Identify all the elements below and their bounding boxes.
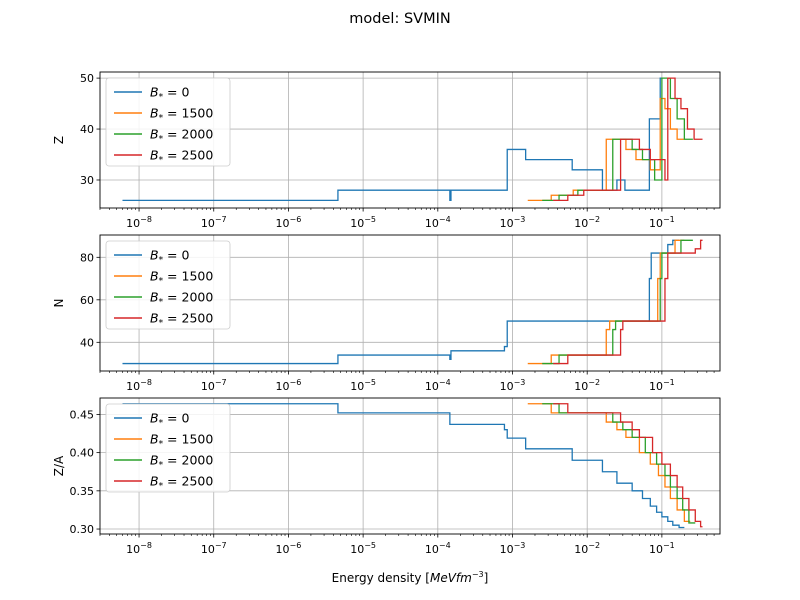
- x-tick-label: 10−5: [350, 378, 376, 393]
- x-tick-label: 10−8: [126, 378, 152, 393]
- x-tick-label: 10−3: [500, 541, 526, 556]
- x-axis-label-units: MeVfm: [430, 571, 472, 585]
- subplot-panels: 10−8 10−7 10−6 10−5 10−4 10−3 10−2 10−1 30 40 50 Z B…: [52, 71, 721, 556]
- series-line: [122, 77, 662, 202]
- legend-label: B* = 2000: [150, 127, 213, 145]
- x-tick-label: 10−1: [649, 378, 675, 393]
- x-tick-label: 10−2: [574, 541, 600, 556]
- x-tick-label: 10−6: [276, 378, 302, 393]
- y-tick-label: 0.35: [70, 485, 95, 498]
- series-line: [542, 403, 696, 524]
- series-line: [553, 403, 703, 528]
- series-line: [122, 239, 680, 365]
- subplot-n: 10−8 10−7 10−6 10−5 10−4 10−3 10−2 10−1 40 60 80 N B…: [52, 234, 721, 393]
- x-axis-label-exponent: −3: [472, 570, 484, 579]
- y-tick-label: 60: [80, 294, 94, 307]
- legend-label: B* = 0: [150, 85, 189, 103]
- y-tick-label: 80: [80, 251, 94, 264]
- x-tick-label: 10−6: [276, 541, 302, 556]
- x-tick-label: 10−4: [425, 378, 451, 393]
- x-tick-label: 10−1: [649, 215, 675, 230]
- legend-label: B* = 2500: [150, 148, 213, 166]
- legend-label: B* = 0: [150, 248, 189, 266]
- series-group: [122, 77, 703, 202]
- x-tick-label: 10−5: [350, 215, 376, 230]
- x-tick-label: 10−8: [126, 541, 152, 556]
- series-line: [553, 77, 703, 202]
- y-tick-label: 0.45: [70, 408, 95, 421]
- series-group: [122, 239, 703, 365]
- x-tick-label: 10−3: [500, 215, 526, 230]
- legend-label: B* = 1500: [150, 432, 213, 450]
- legend-label: B* = 2000: [150, 453, 213, 471]
- series-line: [122, 403, 685, 529]
- x-tick-label: 10−3: [500, 378, 526, 393]
- x-tick-label: 10−8: [126, 215, 152, 230]
- y-axis-label: Z: [52, 136, 66, 144]
- subplot-z-a: 10−8 10−7 10−6 10−5 10−4 10−3 10−2 10−1 0.30 0.35…: [52, 397, 721, 556]
- legend-label: B* = 2500: [150, 474, 213, 492]
- legend: B* = 0 B* = 1500 B* = 2000 B* = 2500: [105, 240, 231, 330]
- legend: B* = 0 B* = 1500 B* = 2000 B* = 2500: [105, 403, 231, 493]
- y-tick-label: 50: [80, 72, 94, 85]
- legend-box: [105, 77, 231, 167]
- x-tick-label: 10−4: [425, 541, 451, 556]
- axes-frame: [99, 397, 721, 535]
- legend-box: [105, 240, 231, 330]
- legend-label: B* = 1500: [150, 269, 213, 287]
- y-tick-label: 0.30: [70, 523, 95, 536]
- x-tick-label: 10−6: [276, 215, 302, 230]
- legend-label: B* = 2000: [150, 290, 213, 308]
- axes-frame: [99, 71, 721, 209]
- series-line: [553, 239, 703, 365]
- figure-title: model: SVMIN: [349, 11, 450, 27]
- x-axis-label: Energy density [MeVfm−3]: [332, 570, 489, 585]
- x-tick-label: 10−5: [350, 541, 376, 556]
- y-tick-label: 30: [80, 174, 94, 187]
- subplot-z: 10−8 10−7 10−6 10−5 10−4 10−3 10−2 10−1 30 40 50 Z B…: [52, 71, 721, 230]
- legend-label: B* = 0: [150, 411, 189, 429]
- series-line: [527, 403, 691, 523]
- y-axis-label: N: [52, 299, 66, 308]
- axes-frame: [99, 234, 721, 372]
- legend-label: B* = 2500: [150, 311, 213, 329]
- legend-box: [105, 403, 231, 493]
- x-tick-label: 10−2: [574, 378, 600, 393]
- legend: B* = 0 B* = 1500 B* = 2000 B* = 2500: [105, 77, 231, 167]
- x-tick-label: 10−7: [201, 378, 227, 393]
- y-axis-label: Z/A: [52, 455, 66, 476]
- y-tick-label: 40: [80, 336, 94, 349]
- y-tick-label: 0.40: [70, 447, 95, 460]
- legend-label: B* = 1500: [150, 106, 213, 124]
- series-line: [542, 77, 693, 202]
- x-axis-label-suffix: ]: [484, 571, 489, 585]
- series-group: [122, 403, 703, 529]
- x-tick-label: 10−1: [649, 541, 675, 556]
- x-tick-label: 10−7: [201, 215, 227, 230]
- x-tick-label: 10−7: [201, 541, 227, 556]
- y-tick-label: 40: [80, 123, 94, 136]
- x-axis-label-prefix: Energy density [: [332, 571, 430, 585]
- x-tick-label: 10−4: [425, 215, 451, 230]
- x-tick-label: 10−2: [574, 215, 600, 230]
